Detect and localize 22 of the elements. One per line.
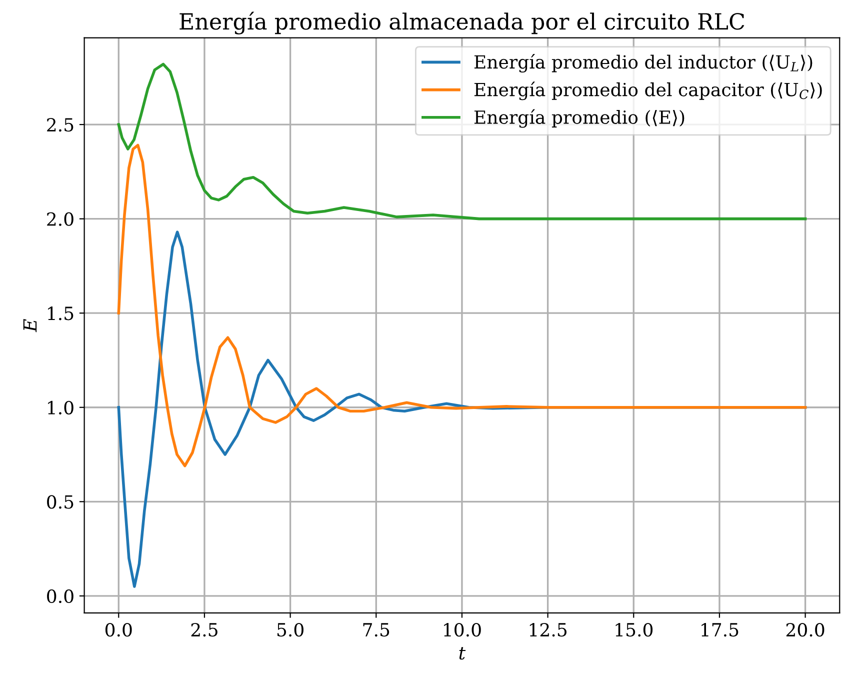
line-series <box>117 144 807 468</box>
y-tick-label: 1.5 <box>48 306 74 320</box>
x-tick-label: 17.5 <box>702 622 738 637</box>
x-tick-label: 15.0 <box>616 622 653 637</box>
y-tick-label: 0.0 <box>47 589 74 604</box>
x-tick-label: 2.5 <box>191 622 218 637</box>
x-tick-label: 5.0 <box>277 622 304 637</box>
y-tick-label: 2.5 <box>47 118 74 132</box>
x-tick-label: 7.5 <box>363 623 390 637</box>
legend-label: Energía promedio del inductor (⟨U$_{L}$⟩) <box>474 54 812 73</box>
y-tick-label: 2.0 <box>47 212 74 226</box>
y-tick-label: 1.0 <box>48 400 74 414</box>
x-tick-label: 10.0 <box>444 622 481 637</box>
legend-label: Energía promedio del capacitor (⟨U$_{C}$⟩) <box>474 82 822 100</box>
x-tick-label: 12.5 <box>530 622 567 637</box>
legend-label: Energía promedio (⟨E⟩) <box>474 109 684 128</box>
chart-title: Energía promedio almacenada por el circuito RLC <box>180 12 744 34</box>
y-axis-title: E <box>23 319 37 332</box>
x-tick-label: 20.0 <box>786 622 824 637</box>
y-tick-label: 0.5 <box>47 495 74 509</box>
x-axis-title: t <box>459 647 466 660</box>
x-tick-label: 0.0 <box>105 622 132 637</box>
